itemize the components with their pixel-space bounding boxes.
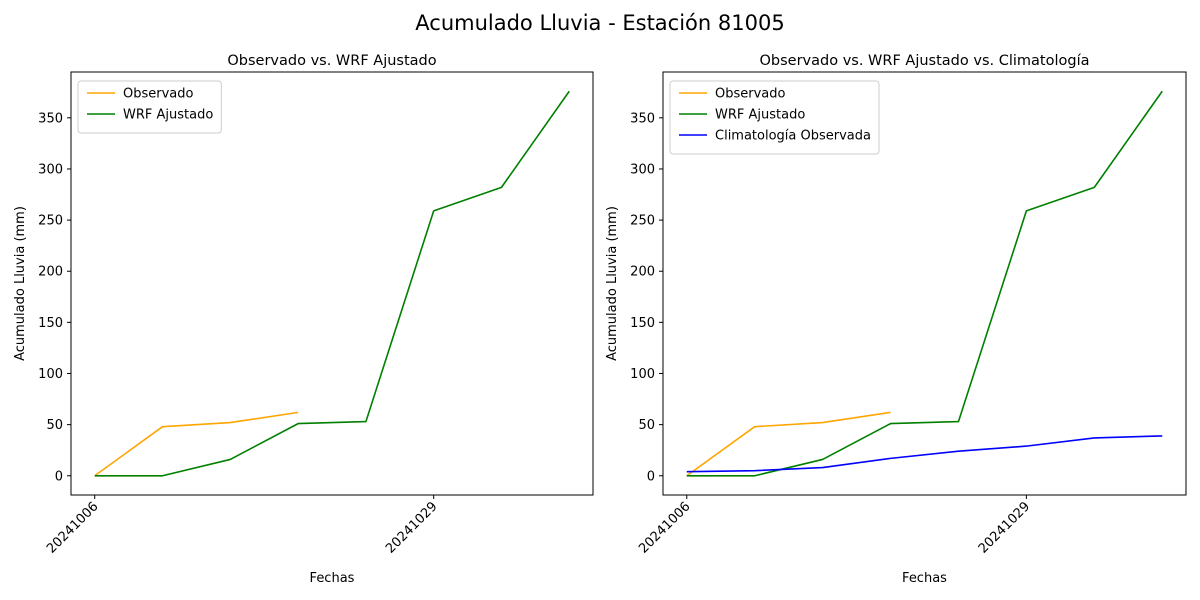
chart-left: Observado vs. WRF Ajustado 0 50 100 150 200 25… bbox=[13, 53, 594, 586]
y-tick-label: 0 bbox=[55, 469, 63, 484]
plot-frame bbox=[662, 71, 1187, 496]
legend-box bbox=[669, 80, 880, 155]
y-tick-label: 50 bbox=[638, 418, 655, 433]
plot-frame bbox=[70, 71, 594, 496]
chart-right: Observado vs. WRF Ajustado vs. Climatolo… bbox=[605, 53, 1187, 586]
legend-label: Observado bbox=[715, 87, 786, 102]
legend-label: WRF Ajustado bbox=[123, 108, 213, 123]
y-tick-label: 350 bbox=[630, 111, 655, 126]
series-group bbox=[686, 90, 1163, 477]
x-tick-label: 20241029 bbox=[383, 499, 440, 556]
series-line-wrf-ajustado bbox=[94, 90, 570, 477]
figure-suptitle: Acumulado Lluvia - Estación 81005 bbox=[415, 11, 784, 35]
y-tick-label: 200 bbox=[38, 265, 63, 280]
y-tick-label: 150 bbox=[38, 316, 63, 331]
x-axis-label: Fechas bbox=[902, 571, 947, 586]
y-tick-label: 250 bbox=[38, 214, 63, 229]
series-line-observado bbox=[94, 411, 299, 477]
x-tick-label: 20241029 bbox=[976, 499, 1033, 556]
y-tick-label: 0 bbox=[647, 469, 655, 484]
legend: Observado WRF Ajustado Climatología Observ… bbox=[669, 80, 880, 155]
series-group bbox=[94, 90, 570, 477]
y-tick-label: 250 bbox=[630, 214, 655, 229]
x-tick-label: 20241006 bbox=[44, 499, 101, 556]
y-tick-label: 100 bbox=[38, 367, 63, 382]
y-tick-label: 350 bbox=[38, 111, 63, 126]
legend-label: Observado bbox=[123, 87, 194, 102]
chart-title: Observado vs. WRF Ajustado vs. Climatolo… bbox=[760, 53, 1090, 69]
x-axis-label: Fechas bbox=[310, 571, 355, 586]
chart-title: Observado vs. WRF Ajustado bbox=[227, 53, 436, 69]
y-axis-label: Acumulado Lluvia (mm) bbox=[13, 206, 28, 361]
y-tick-label: 50 bbox=[46, 418, 63, 433]
y-tick-label: 150 bbox=[630, 316, 655, 331]
series-line-climatolog-a-observada bbox=[686, 435, 1163, 473]
y-tick-label: 100 bbox=[630, 367, 655, 382]
y-axis-label: Acumulado Lluvia (mm) bbox=[605, 206, 620, 361]
legend: Observado WRF Ajustado bbox=[77, 80, 222, 134]
y-tick-label: 200 bbox=[630, 265, 655, 280]
legend-label: Climatología Observada bbox=[715, 129, 871, 144]
x-tick-label: 20241006 bbox=[636, 499, 693, 556]
y-tick-label: 300 bbox=[630, 162, 655, 177]
legend-box bbox=[77, 80, 222, 134]
series-line-wrf-ajustado bbox=[686, 90, 1163, 477]
series-line-observado bbox=[686, 411, 891, 477]
legend-label: WRF Ajustado bbox=[715, 108, 805, 123]
y-tick-label: 300 bbox=[38, 162, 63, 177]
